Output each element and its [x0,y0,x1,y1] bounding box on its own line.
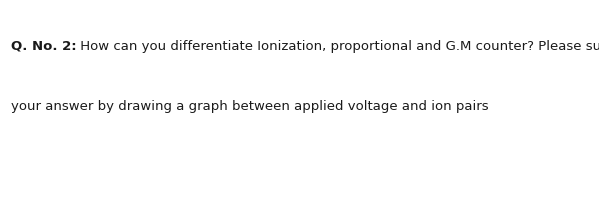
Text: How can you differentiate Ionization, proportional and G.M counter? Please suppo: How can you differentiate Ionization, pr… [77,40,599,53]
Text: Q. No. 2:: Q. No. 2: [11,40,77,53]
Text: your answer by drawing a graph between applied voltage and ion pairs: your answer by drawing a graph between a… [11,100,488,113]
